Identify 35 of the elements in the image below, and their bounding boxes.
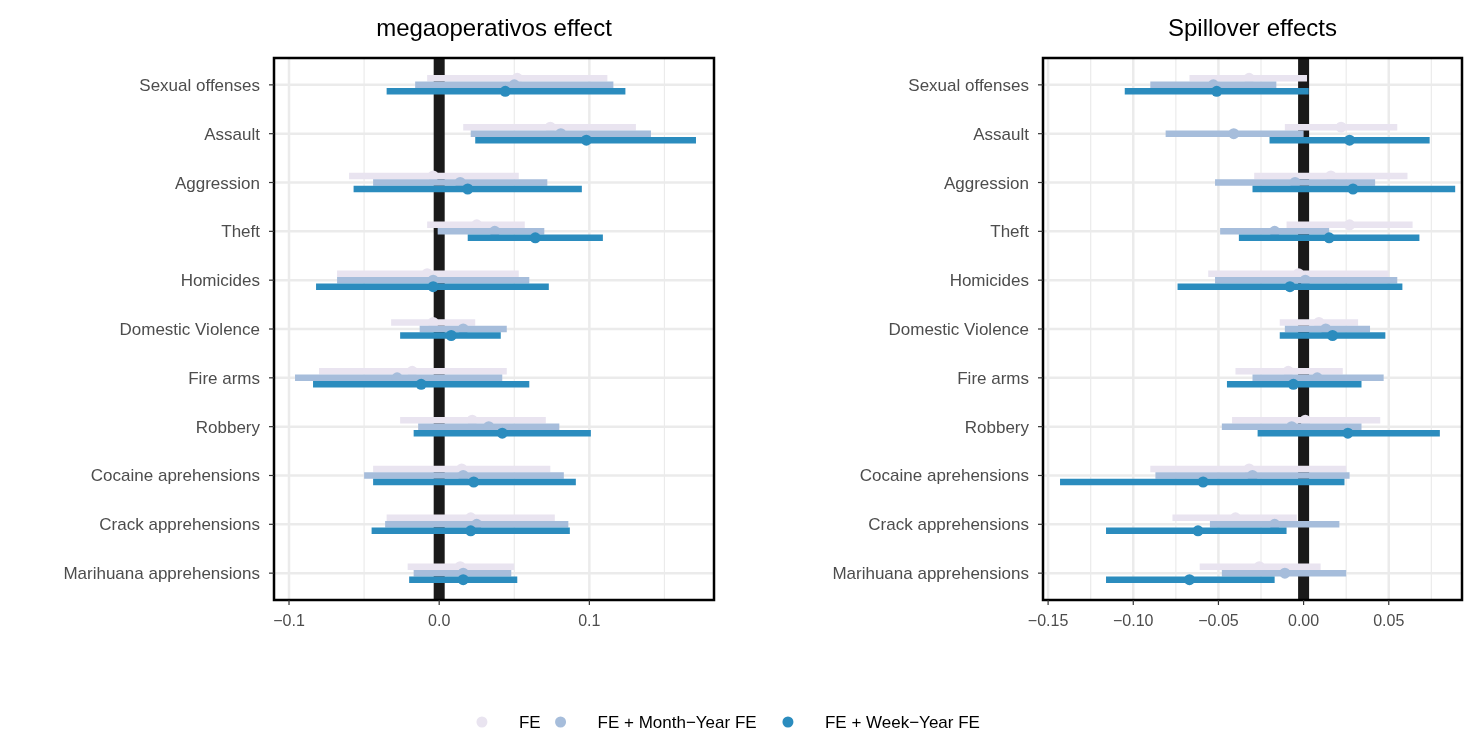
y-tick-label: Theft bbox=[990, 222, 1030, 242]
y-tick-label: Fire arms bbox=[957, 368, 1029, 388]
y-tick-label: Assault bbox=[973, 124, 1030, 144]
y-tick-label: Marihuana apprehensions bbox=[832, 564, 1029, 584]
y-tick-label: Domestic Violence bbox=[119, 320, 260, 339]
y-tick-label: Aggression bbox=[174, 173, 260, 193]
y-tick-label: Domestic Violence bbox=[888, 320, 1029, 339]
y-tick-label: Fire arms bbox=[188, 368, 260, 388]
y-tick-label: Robbery bbox=[964, 417, 1030, 437]
legend-label: FE + Month−Year FE bbox=[597, 713, 757, 732]
y-tick-label: Assault bbox=[204, 124, 261, 144]
x-tick-label: 0.0 bbox=[428, 612, 451, 629]
y-tick-label: Theft bbox=[221, 222, 261, 242]
y-tick-label: Robbery bbox=[195, 417, 261, 437]
y-tick-label: Homicides bbox=[949, 271, 1029, 291]
x-tick-label: −0.1 bbox=[273, 612, 305, 629]
chart-title: Spillover effects bbox=[1168, 14, 1337, 41]
x-tick-label: 0.1 bbox=[578, 612, 601, 629]
x-tick-label: −0.15 bbox=[1027, 612, 1069, 629]
x-tick-label: 0.00 bbox=[1288, 612, 1320, 629]
y-tick-label: Aggression bbox=[943, 173, 1029, 193]
y-tick-label: Crack apprehensions bbox=[868, 515, 1029, 535]
legend-label: FE + Week−Year FE bbox=[824, 713, 980, 732]
y-tick-label: Sexual offenses bbox=[908, 75, 1029, 95]
chart-title: megaoperativos effect bbox=[376, 14, 613, 41]
y-tick-label: Cocaine aprehensions bbox=[859, 466, 1029, 486]
y-tick-label: Homicides bbox=[180, 271, 260, 291]
x-tick-label: −0.05 bbox=[1198, 612, 1239, 629]
y-tick-label: Sexual offenses bbox=[139, 75, 260, 95]
x-tick-label: 0.05 bbox=[1373, 612, 1405, 629]
y-tick-label: Marihuana apprehensions bbox=[63, 564, 260, 584]
y-tick-label: Crack apprehensions bbox=[99, 515, 260, 535]
legend-label: FE bbox=[518, 713, 541, 732]
x-tick-label: −0.10 bbox=[1113, 612, 1154, 629]
y-tick-label: Cocaine aprehensions bbox=[90, 466, 260, 486]
